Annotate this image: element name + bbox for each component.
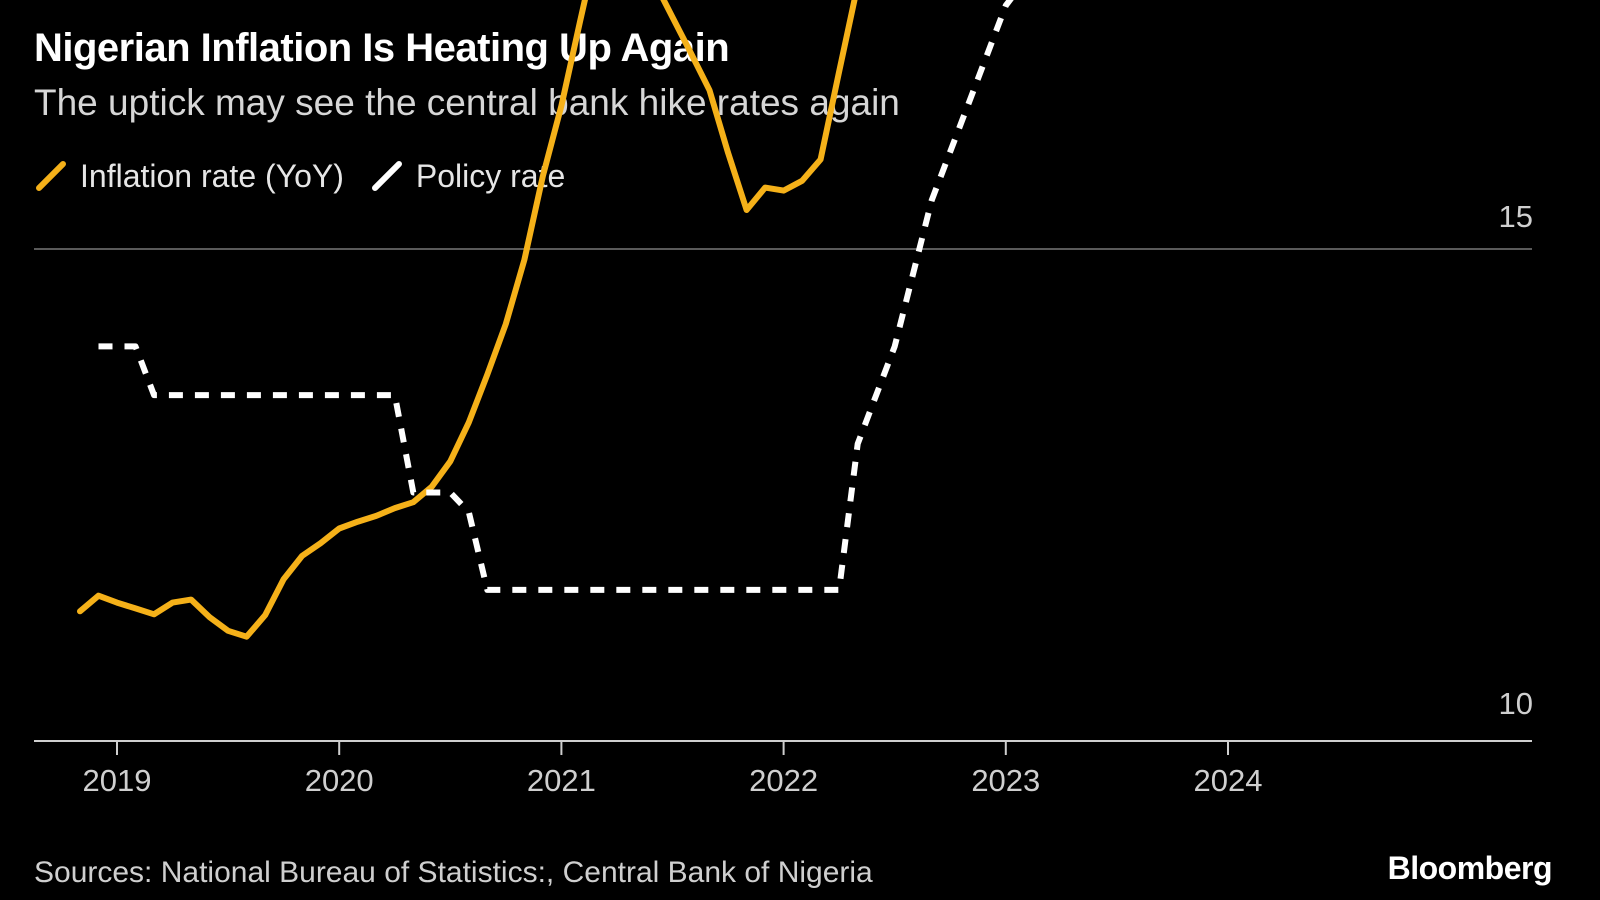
x-tick-label-2020: 2020: [305, 763, 374, 798]
x-tick-label-2022: 2022: [749, 763, 818, 798]
legend-item-inflation: Inflation rate (YoY): [34, 158, 344, 195]
chart-subtitle: The uptick may see the central bank hike…: [34, 82, 900, 123]
brand-logo: Bloomberg: [1387, 850, 1553, 886]
grid-layer: [34, 248, 1532, 755]
series-line-policy: [98, 0, 1014, 593]
x-tick-label-2019: 2019: [83, 763, 152, 798]
chart-title: Nigerian Inflation Is Heating Up Again: [34, 26, 730, 70]
x-tick-label-2024: 2024: [1194, 763, 1263, 798]
y-tick-label-10: 10: [1499, 686, 1533, 721]
x-tick-label-2021: 2021: [527, 763, 596, 798]
source-note: Sources: National Bureau of Statistics:,…: [34, 856, 873, 889]
y-tick-label-15: 15: [1499, 199, 1533, 234]
series-line-inflation: [77, 0, 858, 640]
legend-swatch-inflation: [36, 161, 66, 191]
legend-label-inflation: Inflation rate (YoY): [80, 157, 344, 194]
legend-swatch-policy: [371, 161, 402, 191]
x-tick-label-2023: 2023: [971, 763, 1040, 798]
series-layer: [77, 0, 1014, 640]
